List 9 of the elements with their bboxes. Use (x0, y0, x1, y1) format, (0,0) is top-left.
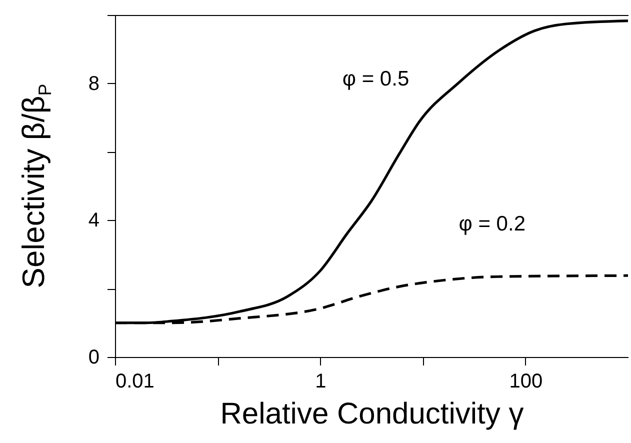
y-tick-label: 4 (88, 210, 100, 232)
series-label: φ = 0.5 (342, 67, 410, 90)
x-tick-label: 100 (509, 370, 543, 392)
x-tick-label: 1 (315, 370, 326, 392)
x-tick-label: 0.01 (116, 370, 154, 392)
x-axis-title: Relative Conductivity γ (220, 398, 524, 430)
series-label: φ = 0.2 (458, 212, 526, 236)
y-tick-label: 0 (88, 346, 100, 368)
y-tick-label: 8 (88, 72, 100, 95)
